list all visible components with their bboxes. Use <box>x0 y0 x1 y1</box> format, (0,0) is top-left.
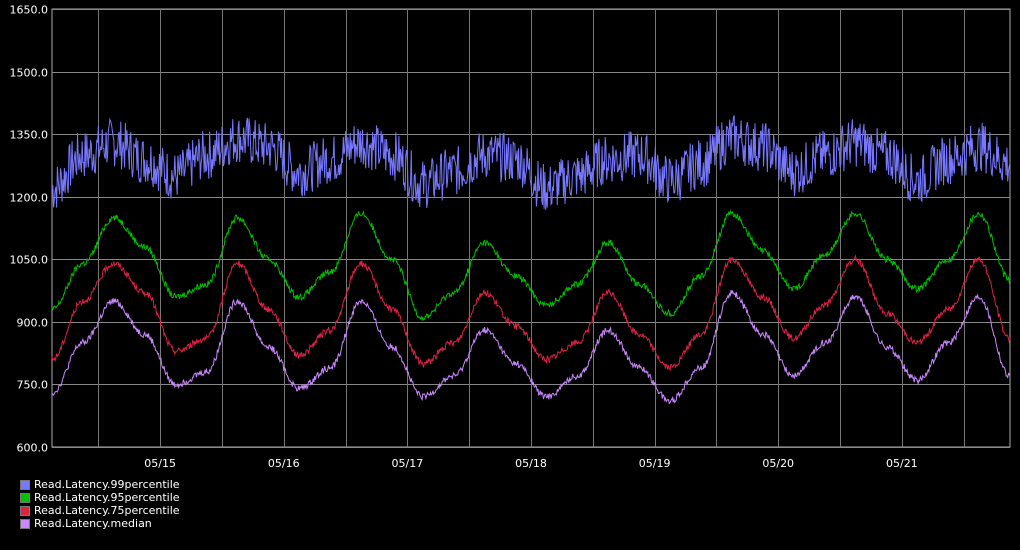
grid <box>51 8 1011 448</box>
y-axis-ticks: 600.0 750.0 900.0 1050.0 1200.0 1350.0 1500.0 1… <box>10 4 49 455</box>
x-tick-label: 05/19 <box>639 457 671 470</box>
series-line-1 <box>51 115 1011 210</box>
legend-label: Read.Latency.75percentile <box>34 504 180 517</box>
legend: Read.Latency.99percentile Read.Latency.95… <box>20 478 180 530</box>
series-line-3 <box>51 254 1011 372</box>
legend-item: Read.Latency.median <box>20 517 180 530</box>
legend-item: Read.Latency.95percentile <box>20 491 180 504</box>
legend-label: Read.Latency.median <box>34 517 152 530</box>
x-tick-label: 05/17 <box>392 457 424 470</box>
legend-label: Read.Latency.95percentile <box>34 491 180 504</box>
x-tick-label: 05/15 <box>144 457 176 470</box>
x-tick-label: 05/18 <box>515 457 547 470</box>
legend-swatch <box>20 479 30 490</box>
x-tick-label: 05/21 <box>886 457 918 470</box>
x-tick-label: 05/16 <box>268 457 300 470</box>
y-tick-label: 600.0 <box>17 442 49 455</box>
x-tick-label: 05/20 <box>762 457 794 470</box>
chart: 600.0 750.0 900.0 1050.0 1200.0 1350.0 1500.0 1… <box>10 4 1011 470</box>
series-line-2 <box>51 209 1011 322</box>
y-tick-label: 750.0 <box>17 379 49 392</box>
y-tick-label: 1200.0 <box>10 192 49 205</box>
series-line-4 <box>51 289 1011 405</box>
y-tick-label: 1500.0 <box>10 67 49 80</box>
y-tick-label: 1350.0 <box>10 129 49 142</box>
legend-swatch <box>20 492 30 503</box>
legend-item: Read.Latency.75percentile <box>20 504 180 517</box>
x-axis-ticks: 05/15 05/16 05/17 05/18 05/19 05/20 05/21 <box>144 457 917 470</box>
legend-item: Read.Latency.99percentile <box>20 478 180 491</box>
y-tick-label: 900.0 <box>17 317 49 330</box>
y-tick-label: 1650.0 <box>10 4 49 17</box>
y-tick-label: 1050.0 <box>10 254 49 267</box>
legend-swatch <box>20 505 30 516</box>
series-lines <box>51 115 1011 405</box>
legend-swatch <box>20 518 30 529</box>
legend-label: Read.Latency.99percentile <box>34 478 180 491</box>
